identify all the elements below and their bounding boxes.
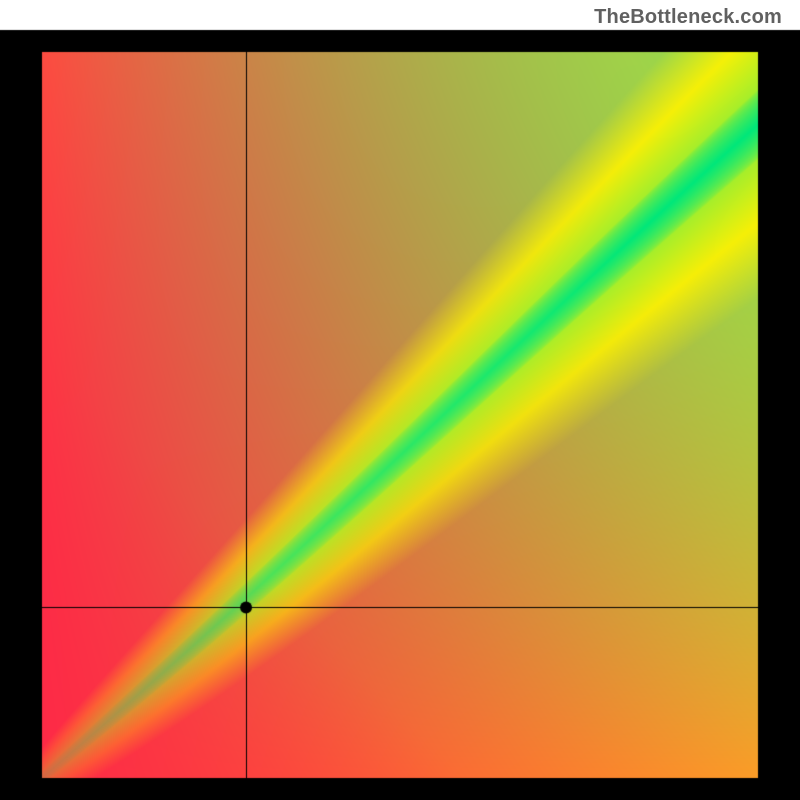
heatmap-canvas [0, 0, 800, 800]
attribution-label: TheBottleneck.com [594, 6, 782, 29]
figure-wrap: TheBottleneck.com [0, 0, 800, 800]
